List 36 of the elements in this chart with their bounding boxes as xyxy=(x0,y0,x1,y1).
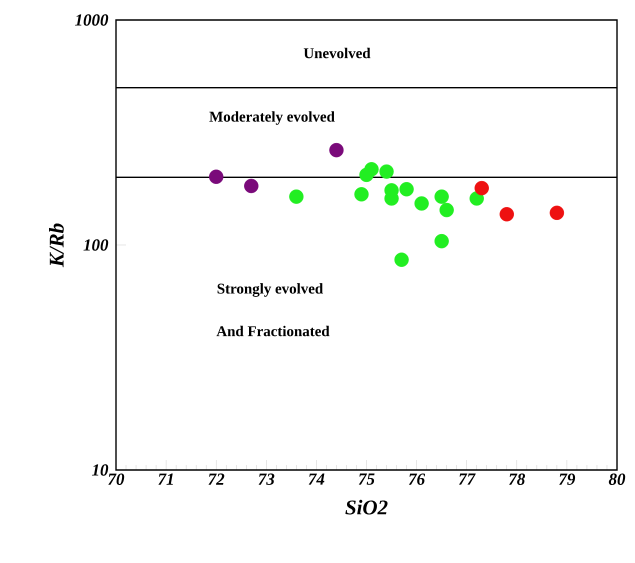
x-tick-label: 70 xyxy=(108,474,124,485)
point xyxy=(329,142,344,158)
x-tick-label: 74 xyxy=(308,474,324,485)
point xyxy=(439,202,454,218)
x-tick-label: 79 xyxy=(559,474,576,485)
point xyxy=(550,206,564,220)
annotation: And Fractionated xyxy=(216,326,330,336)
point xyxy=(399,182,414,196)
point xyxy=(244,178,258,194)
x-tick-label: 78 xyxy=(509,474,526,485)
point xyxy=(379,164,394,179)
point xyxy=(474,180,489,196)
y-tick-label: 100 xyxy=(83,239,108,251)
x-axis-title: SiO2 xyxy=(345,500,388,515)
annotation: Moderately evolved xyxy=(209,111,335,125)
point xyxy=(354,187,369,202)
point xyxy=(434,234,449,248)
y-axis-title: K/Rb xyxy=(49,224,64,268)
point xyxy=(500,207,514,222)
y-tick-label: 10 xyxy=(92,464,108,476)
point xyxy=(209,170,224,184)
annotation: Unevolved xyxy=(304,48,370,58)
point xyxy=(434,189,449,204)
x-tick-label: 80 xyxy=(608,474,626,485)
point xyxy=(394,252,409,267)
point xyxy=(364,162,379,176)
y-tick-label: 1000 xyxy=(75,14,108,26)
x-tick-label: 73 xyxy=(258,474,274,485)
point xyxy=(414,196,429,211)
x-tick-label: 72 xyxy=(208,474,224,485)
x-tick-label: 75 xyxy=(358,474,375,485)
point xyxy=(289,189,304,204)
x-tick-label: 76 xyxy=(408,474,426,485)
x-tick-label: 77 xyxy=(458,474,476,485)
annotation: Strongly evolved xyxy=(218,283,324,297)
x-tick-label: 71 xyxy=(158,474,173,485)
